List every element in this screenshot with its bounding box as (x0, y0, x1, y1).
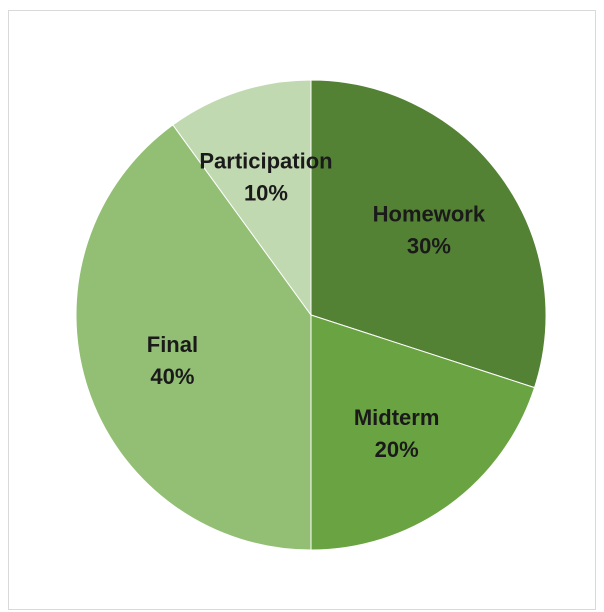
slice-value-midterm: 20% (375, 437, 419, 462)
pie-slice-midterm (310, 314, 536, 551)
slice-label-homework: Homework (373, 201, 486, 226)
slice-value-final: 40% (150, 364, 194, 389)
slice-label-final: Final (147, 332, 198, 357)
slice-label-participation: Participation (199, 148, 332, 173)
pie-labels: Homework 30% Midterm 20% Final 40% Participati… (147, 148, 486, 461)
pie-slice-homework (310, 79, 547, 389)
pie-slice-participation (172, 79, 312, 317)
pie-slices (75, 79, 547, 551)
slice-value-participation: 10% (244, 180, 288, 205)
slice-value-homework: 30% (407, 233, 451, 258)
slice-label-midterm: Midterm (354, 405, 440, 430)
pie-slice-final (75, 124, 312, 551)
